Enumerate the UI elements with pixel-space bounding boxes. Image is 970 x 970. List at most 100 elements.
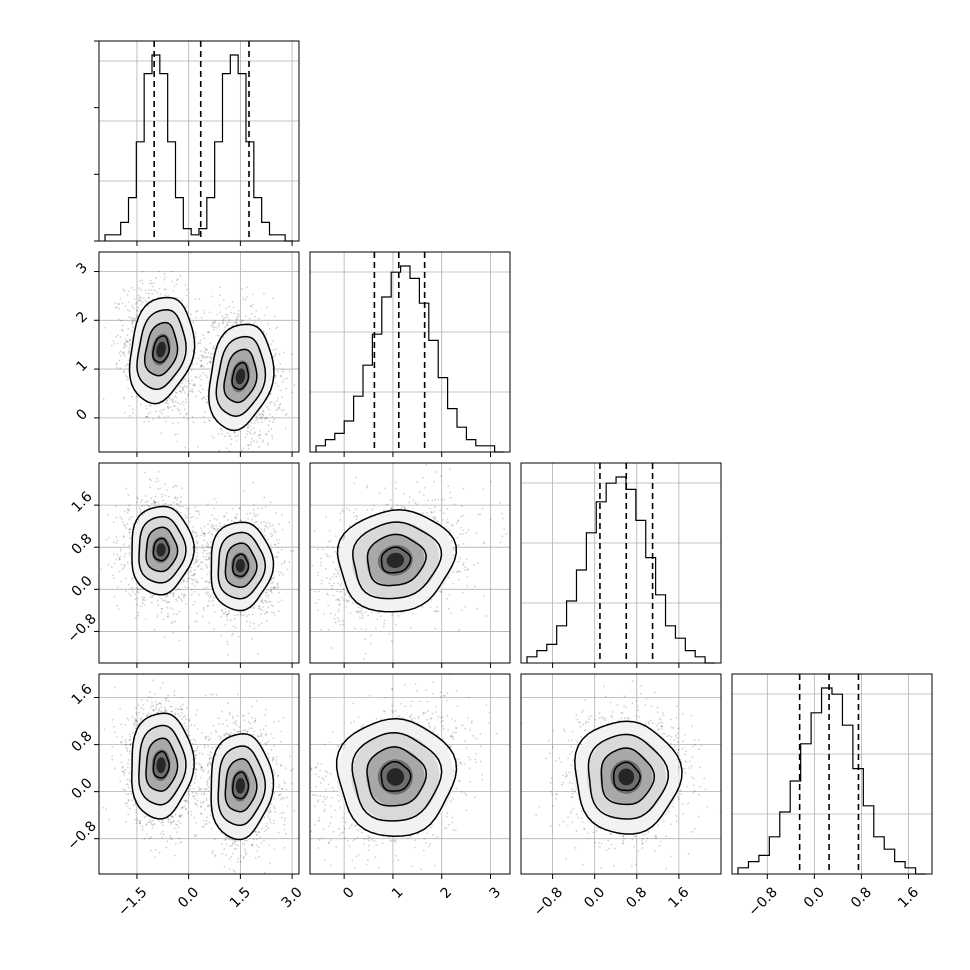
sample-point — [116, 586, 119, 589]
sample-point — [275, 512, 278, 514]
sample-point — [226, 324, 229, 326]
sample-point — [167, 613, 169, 616]
sample-point — [240, 320, 243, 323]
sample-point — [286, 377, 288, 380]
sample-point — [190, 593, 193, 596]
sample-point — [193, 383, 196, 386]
x-tick-label: 0.0 — [801, 884, 828, 911]
sample-point — [284, 427, 287, 430]
sample-point — [246, 296, 248, 298]
sample-point — [172, 398, 175, 401]
sample-point — [121, 324, 124, 327]
sample-point — [113, 342, 116, 345]
sample-point — [126, 561, 129, 564]
sample-point — [154, 501, 156, 504]
sample-point — [253, 512, 256, 515]
sample-point — [166, 606, 169, 609]
x-tick-label: −0.8 — [746, 884, 781, 919]
sample-point — [163, 278, 165, 281]
sample-point — [211, 295, 214, 298]
sample-point — [122, 535, 125, 538]
sample-point — [166, 406, 169, 408]
sample-point — [175, 396, 178, 399]
sample-point — [176, 433, 179, 435]
sample-point — [164, 595, 167, 598]
sample-point — [209, 360, 212, 363]
sample-point — [275, 530, 278, 533]
sample-point — [117, 557, 120, 559]
sample-point — [188, 626, 191, 629]
sample-point — [212, 347, 214, 350]
sample-point — [270, 401, 273, 403]
sample-point — [135, 316, 138, 319]
sample-point — [192, 321, 195, 324]
pair-panel-2-0: −0.80.00.81.6 — [64, 462, 300, 668]
sample-point — [191, 390, 194, 393]
sample-point — [162, 499, 164, 502]
sample-point — [244, 436, 247, 439]
sample-point — [199, 342, 201, 344]
sample-point — [164, 494, 167, 497]
sample-point — [157, 504, 160, 507]
sample-point — [256, 324, 259, 327]
sample-point — [228, 321, 231, 324]
sample-point — [128, 544, 131, 547]
sample-point — [211, 435, 213, 437]
sample-point — [151, 464, 153, 466]
sample-point — [127, 363, 130, 366]
sample-point — [263, 496, 266, 499]
sample-point — [240, 319, 243, 322]
sample-point — [166, 595, 169, 598]
sample-point — [155, 410, 158, 413]
sample-point — [250, 313, 253, 315]
sample-point — [133, 297, 136, 300]
sample-point — [272, 339, 274, 342]
sample-point — [177, 504, 180, 507]
sample-point — [141, 596, 144, 599]
sample-point — [147, 289, 150, 291]
sample-point — [273, 531, 276, 533]
sample-point — [123, 555, 126, 558]
sample-point — [266, 417, 269, 420]
sample-point — [241, 288, 243, 290]
sample-point — [256, 418, 259, 421]
sample-point — [258, 414, 261, 417]
sample-point — [236, 313, 239, 315]
sample-point — [260, 417, 263, 419]
sample-point — [158, 270, 160, 273]
sample-point — [137, 299, 140, 302]
sample-point — [226, 321, 228, 324]
sample-point — [144, 501, 147, 504]
sample-point — [228, 318, 230, 321]
sample-point — [196, 510, 199, 513]
sample-point — [116, 604, 119, 607]
sample-point — [140, 605, 142, 608]
sample-point — [139, 508, 142, 511]
sample-point — [221, 315, 224, 318]
sample-point — [163, 636, 166, 639]
sample-point — [279, 363, 282, 365]
sample-point — [203, 549, 206, 552]
sample-point — [126, 363, 129, 365]
sample-point — [216, 334, 219, 337]
sample-point — [158, 415, 161, 418]
sample-point — [258, 446, 260, 448]
sample-point — [119, 354, 122, 357]
sample-point — [212, 604, 215, 607]
sample-point — [115, 516, 118, 519]
sample-point — [159, 487, 162, 490]
sample-point — [225, 313, 227, 316]
sample-point — [131, 516, 134, 518]
sample-point — [272, 581, 274, 584]
sample-point — [163, 408, 165, 411]
sample-point — [115, 362, 118, 365]
sample-point — [138, 299, 141, 301]
sample-point — [128, 528, 131, 531]
sample-point — [194, 581, 197, 583]
x-tick-label: 0.8 — [848, 884, 875, 911]
histogram-step — [526, 476, 715, 664]
sample-point — [158, 287, 161, 290]
sample-point — [193, 573, 196, 576]
hist-panel-0 — [94, 40, 300, 246]
sample-point — [165, 420, 167, 423]
